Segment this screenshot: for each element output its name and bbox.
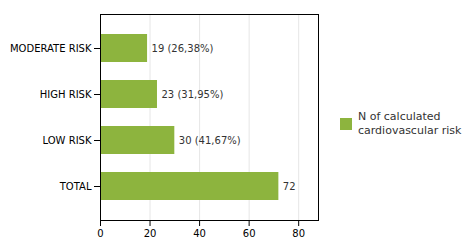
html-text:N of calculated cardiovascular: N of calculated cardiovascular risk: [358, 110, 462, 137]
svg-text:19 (26,38%): 19 (26,38%): [152, 43, 214, 54]
svg-text:MODERATE RISK: MODERATE RISK: [10, 43, 92, 54]
svg-text:HIGH RISK: HIGH RISK: [40, 89, 92, 100]
svg-text:TOTAL: TOTAL: [59, 181, 92, 192]
svg-text:60: 60: [243, 228, 256, 239]
svg-text:23 (31,95%): 23 (31,95%): [161, 89, 223, 100]
svg-text:0: 0: [97, 228, 103, 239]
svg-text:40: 40: [193, 228, 206, 239]
svg-text:72: 72: [283, 181, 296, 192]
svg-text:LOW RISK: LOW RISK: [43, 135, 92, 146]
svg-text:30 (41,67%): 30 (41,67%): [179, 135, 241, 146]
svg-text:80: 80: [292, 228, 305, 239]
svg-text:20: 20: [144, 228, 157, 239]
